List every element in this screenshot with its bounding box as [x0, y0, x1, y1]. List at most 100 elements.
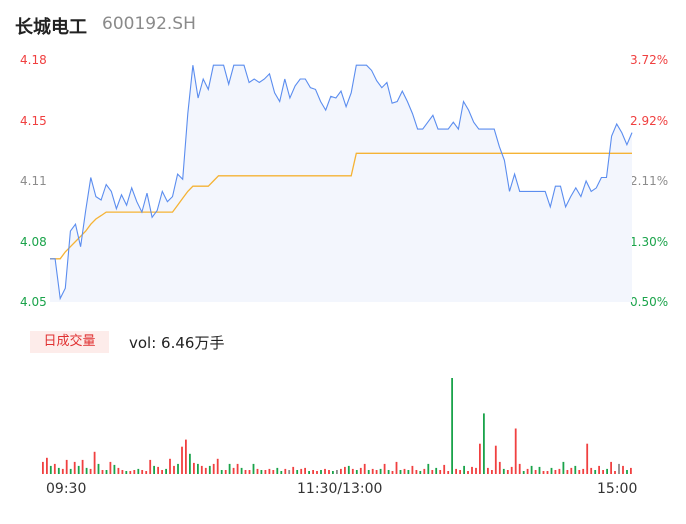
- volume-bar: [276, 467, 279, 474]
- volume-bar: [502, 468, 505, 474]
- volume-bar: [367, 470, 370, 474]
- volume-bar: [606, 468, 608, 474]
- volume-bar: [415, 470, 418, 474]
- volume-bar: [181, 446, 183, 474]
- volume-bar: [161, 470, 163, 474]
- volume-bar: [200, 465, 203, 474]
- volume-bar: [510, 466, 513, 474]
- volume-bar: [375, 470, 378, 474]
- volume-bar: [216, 458, 219, 474]
- volume-bar: [65, 459, 68, 474]
- volume-bar: [300, 468, 303, 474]
- volume-bar: [125, 471, 128, 474]
- volume-bar: [598, 465, 600, 474]
- percent-tick-label: 2.92%: [630, 113, 669, 128]
- volume-bar: [49, 465, 52, 474]
- volume-bar: [355, 470, 358, 474]
- volume-bar: [332, 471, 334, 474]
- volume-bar: [137, 468, 140, 474]
- volume-bar: [542, 471, 545, 474]
- volume-bar: [208, 465, 211, 474]
- volume-bar: [371, 468, 374, 474]
- volume-bar: [248, 470, 251, 474]
- volume-bar: [610, 461, 612, 474]
- volume-bar: [479, 443, 481, 474]
- intraday-price-chart: [50, 64, 633, 302]
- volume-bar: [447, 471, 450, 474]
- price-area-fill: [50, 65, 632, 302]
- volume-bar: [284, 468, 287, 474]
- volume-bar: [487, 467, 489, 474]
- volume-bar: [399, 470, 402, 474]
- volume-bar: [204, 467, 207, 474]
- volume-bar: [578, 470, 581, 474]
- volume-bar: [53, 463, 56, 474]
- volume-bar: [328, 470, 330, 474]
- volume-bar: [526, 468, 529, 474]
- volume-bar: [387, 470, 390, 474]
- volume-bar: [105, 470, 108, 474]
- price-tick-label: 4.15: [20, 113, 47, 128]
- volume-bar: [42, 461, 44, 474]
- volume-bar: [145, 471, 148, 474]
- volume-bar: [622, 465, 624, 474]
- volume-bar: [236, 463, 239, 474]
- volume-bar: [320, 470, 322, 474]
- x-tick-open: 09:30: [46, 481, 87, 497]
- volume-bar: [494, 445, 497, 474]
- volume-bar: [85, 467, 88, 474]
- volume-bar: [165, 468, 167, 474]
- price-tick-label: 4.08: [20, 234, 47, 249]
- volume-bar: [57, 467, 60, 474]
- volume-bar: [89, 468, 92, 474]
- volume-bar: [344, 466, 346, 474]
- volume-bar: [439, 470, 442, 474]
- volume-bar: [443, 464, 446, 474]
- volume-bar: [491, 470, 493, 474]
- volume-bar: [177, 463, 179, 474]
- volume-bar: [121, 470, 124, 474]
- volume-bar: [630, 467, 632, 474]
- volume-bar: [419, 471, 422, 474]
- volume-bar: [602, 470, 604, 474]
- price-tick-label: 4.18: [20, 53, 47, 67]
- x-tick-close: 15:00: [597, 481, 638, 497]
- volume-bar: [312, 470, 314, 474]
- volume-bar: [185, 439, 187, 474]
- volume-bar: [46, 457, 48, 474]
- volume-bar: [614, 471, 616, 474]
- volume-tab[interactable]: 日成交量: [30, 331, 109, 353]
- x-tick-midday: 11:30/13:00: [297, 481, 383, 497]
- volume-bar: [395, 461, 398, 474]
- volume-bar: [169, 458, 171, 474]
- percent-tick-label: 0.50%: [630, 295, 669, 309]
- volume-bar: [407, 470, 410, 474]
- volume-bar: [506, 470, 509, 474]
- volume-bar: [308, 471, 310, 474]
- volume-bar: [459, 470, 461, 474]
- volume-bar: [566, 470, 569, 474]
- volume-bar: [582, 468, 585, 474]
- volume-bar: [626, 470, 628, 474]
- volume-bar: [514, 428, 517, 474]
- volume-bar: [351, 468, 354, 474]
- volume-bar: [570, 467, 573, 474]
- volume-bar: [157, 466, 159, 474]
- price-tick-label: 4.11: [20, 174, 47, 188]
- volume-bar: [435, 467, 438, 474]
- volume-bar: [522, 471, 525, 474]
- volume-bar: [232, 467, 235, 474]
- volume-bar: [272, 470, 275, 474]
- volume-bar: [590, 467, 593, 474]
- volume-bar: [403, 468, 406, 474]
- volume-readout: vol: 6.46万手: [129, 334, 225, 352]
- volume-bar: [73, 461, 76, 474]
- volume-bar: [197, 463, 199, 474]
- volume-bar: [316, 471, 318, 474]
- volume-bar: [550, 467, 553, 474]
- volume-bar: [347, 465, 350, 474]
- volume-bar: [304, 467, 306, 474]
- volume-bar: [562, 461, 565, 474]
- volume-bar: [296, 470, 299, 474]
